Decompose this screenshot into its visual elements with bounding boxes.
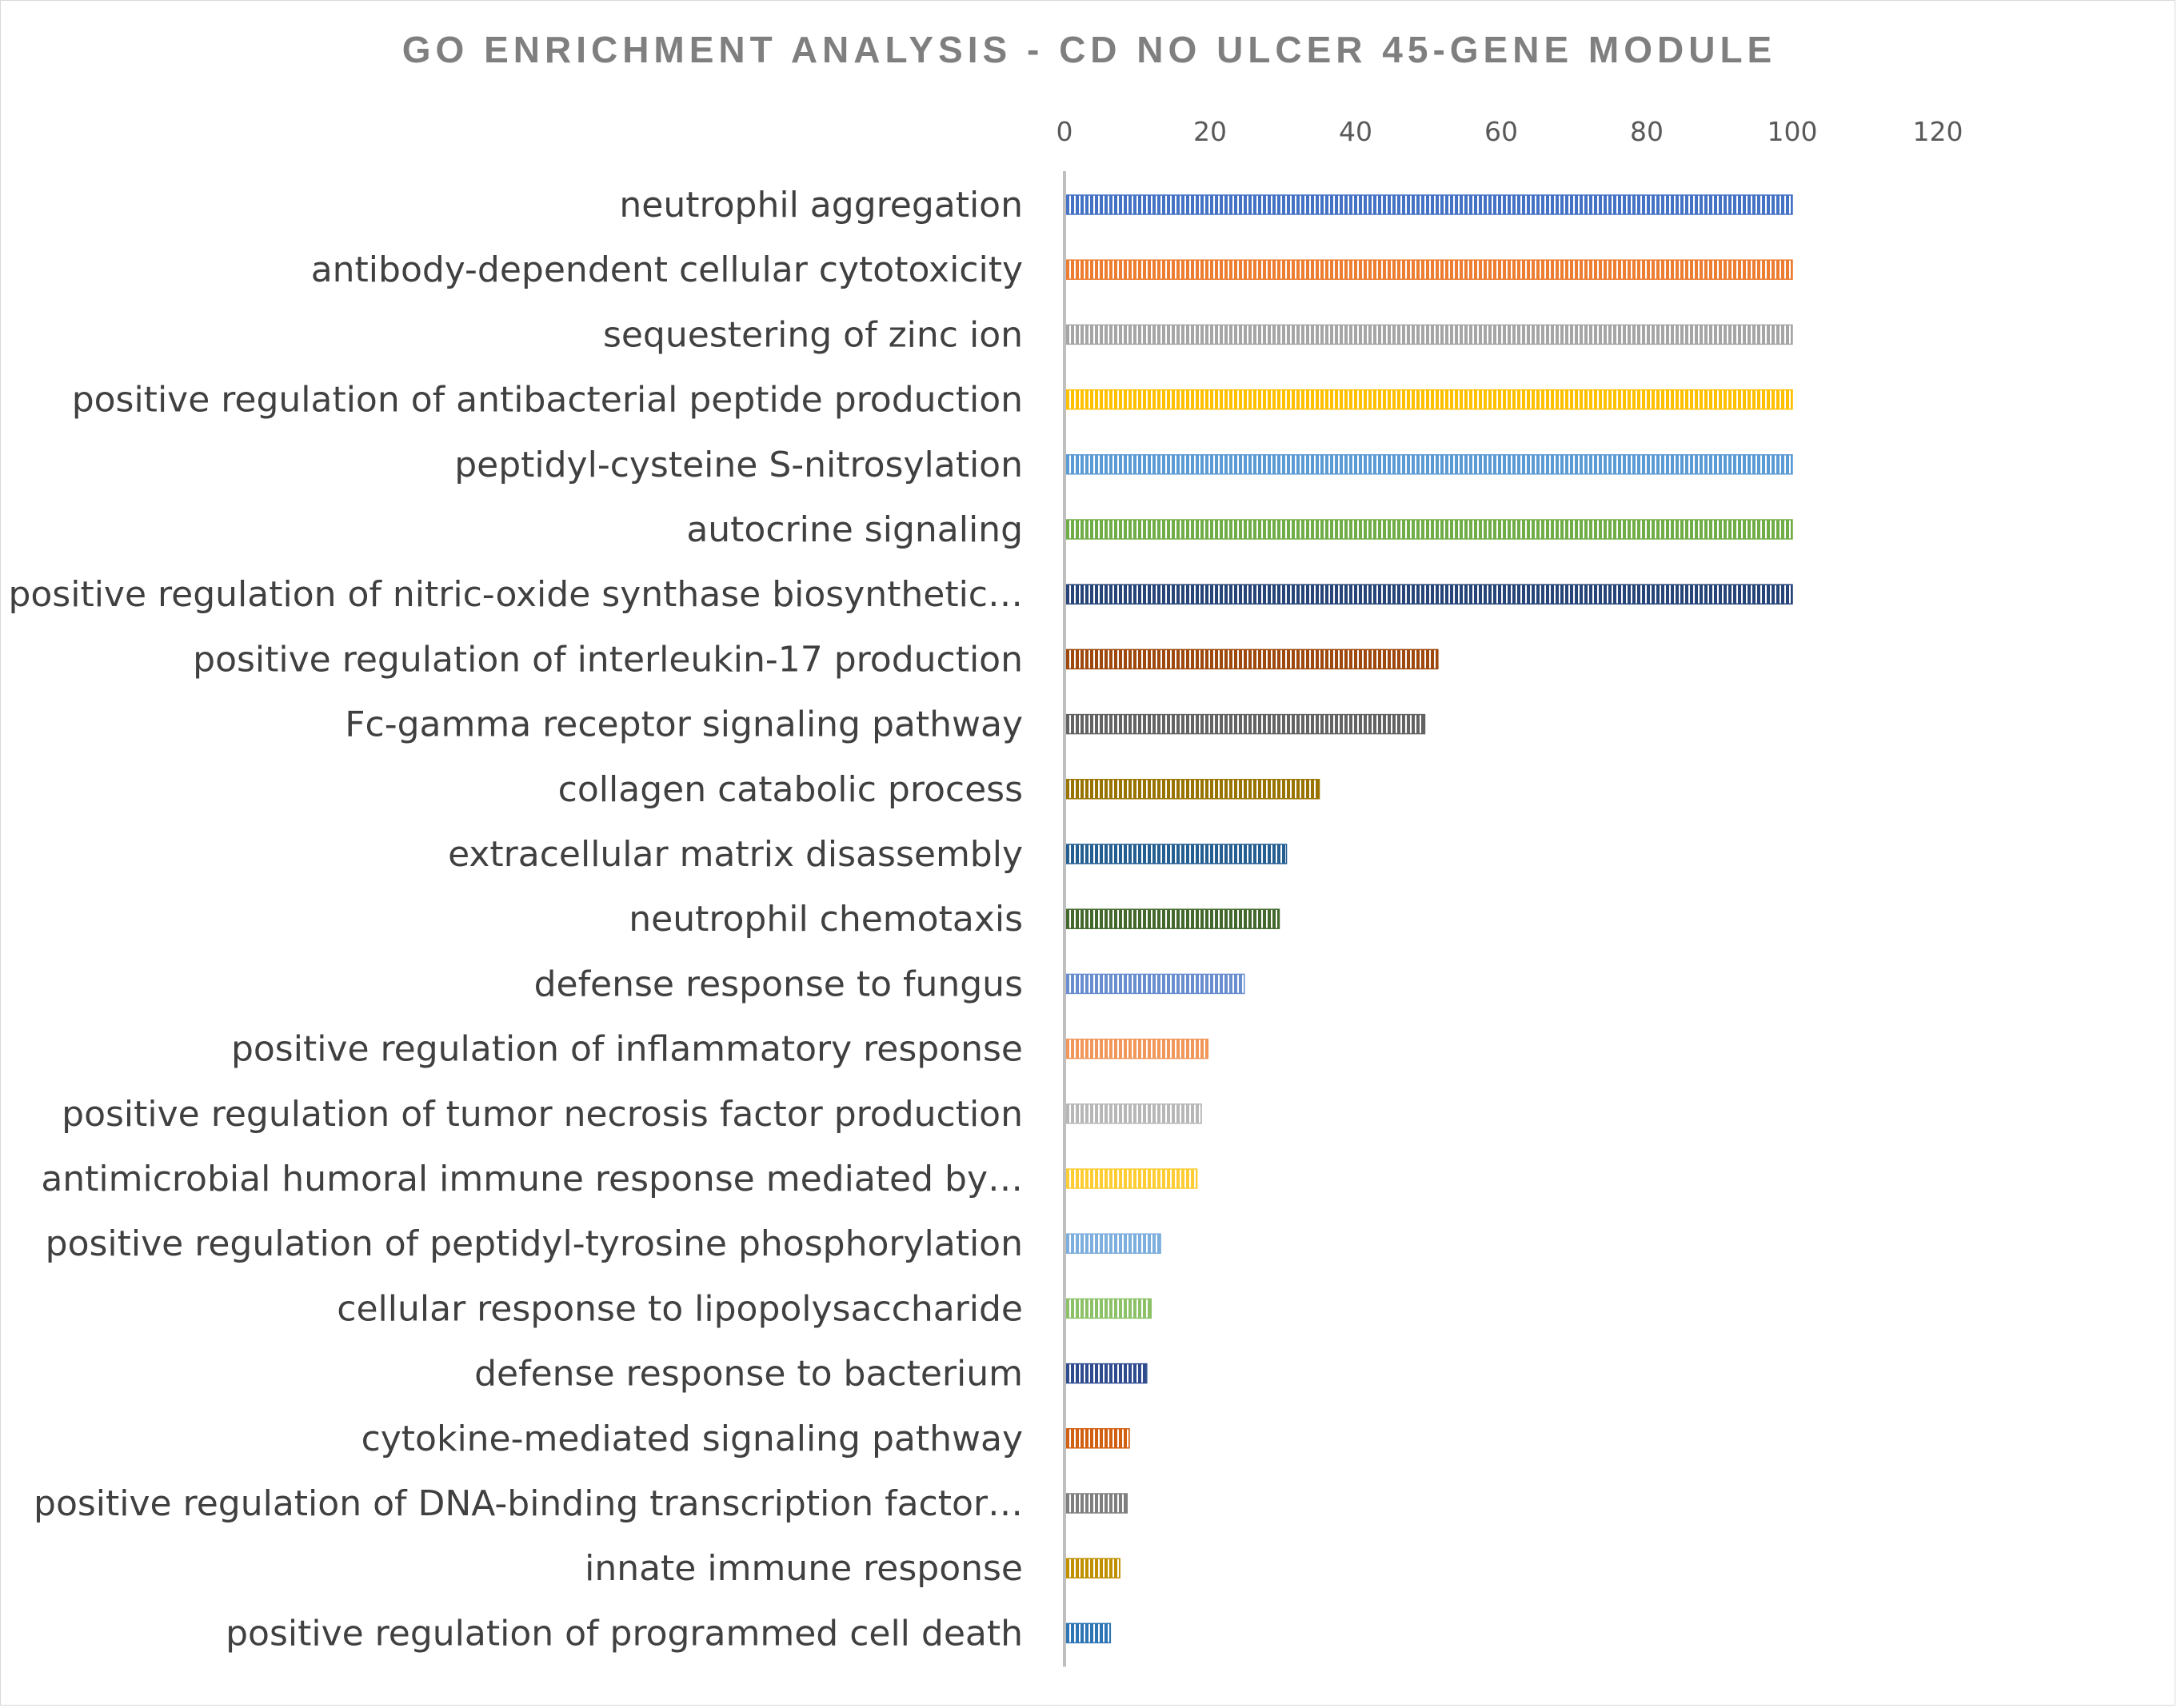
x-tick-label: 100	[1768, 116, 1818, 147]
category-label: neutrophil aggregation	[619, 185, 1023, 225]
bar	[1064, 1558, 1120, 1578]
category-label: defense response to fungus	[534, 964, 1023, 1004]
bar	[1064, 973, 1245, 995]
category-label: neutrophil chemotaxis	[629, 899, 1023, 940]
category-label: autocrine signaling	[686, 509, 1023, 550]
category-label: positive regulation of programmed cell d…	[226, 1613, 1023, 1654]
bar	[1064, 1233, 1161, 1254]
category-label: Fc-gamma receptor signaling pathway	[345, 704, 1023, 745]
bars	[1064, 194, 1793, 1644]
bar	[1064, 454, 1793, 475]
category-label: innate immune response	[585, 1548, 1023, 1589]
category-labels: neutrophil aggregation antibody-dependent…	[8, 185, 1023, 1654]
category-label: sequestering of zinc ion	[603, 314, 1023, 355]
x-tick-label: 40	[1339, 116, 1372, 147]
x-tick-label: 120	[1913, 116, 1963, 147]
category-label: positive regulation of DNA-binding trans…	[34, 1483, 1023, 1524]
bar	[1064, 908, 1280, 929]
category-label: positive regulation of tumor necrosis fa…	[62, 1094, 1023, 1135]
bar	[1064, 1493, 1128, 1514]
category-label: defense response to bacterium	[474, 1354, 1023, 1395]
bar	[1064, 584, 1793, 605]
category-label: positive regulation of antibacterial pep…	[72, 380, 1023, 421]
category-label: antimicrobial humoral immune response me…	[41, 1159, 1023, 1199]
category-label: peptidyl-cysteine S-nitrosylation	[454, 445, 1023, 485]
x-tick-label: 60	[1484, 116, 1518, 147]
bar	[1064, 779, 1320, 800]
bar	[1064, 1428, 1130, 1449]
category-label: antibody-dependent cellular cytotoxicity	[311, 249, 1023, 290]
bar	[1064, 324, 1793, 345]
category-label: positive regulation of peptidyl-tyrosine…	[46, 1223, 1023, 1264]
x-tick-label: 20	[1193, 116, 1227, 147]
bar	[1064, 1038, 1209, 1060]
x-tick-label: 0	[1057, 116, 1073, 147]
bar	[1064, 713, 1426, 735]
x-axis-ticks: 0 20 40 60 80 100 120	[1057, 116, 1963, 147]
bar	[1064, 519, 1793, 540]
bar	[1064, 1168, 1198, 1189]
bar	[1064, 1363, 1148, 1384]
chart-title: GO ENRICHMENT ANALYSIS - CD NO ULCER 45-…	[401, 29, 1777, 70]
bar	[1064, 1622, 1112, 1644]
x-tick-label: 80	[1630, 116, 1664, 147]
bar	[1064, 389, 1793, 410]
bar	[1064, 194, 1793, 215]
bar	[1064, 648, 1439, 670]
bar	[1064, 1298, 1152, 1319]
category-label: positive regulation of inflammatory resp…	[231, 1029, 1023, 1070]
category-label: cellular response to lipopolysaccharide	[337, 1288, 1023, 1329]
category-label: extracellular matrix disassembly	[448, 834, 1023, 875]
category-label: positive regulation of interleukin-17 pr…	[193, 639, 1023, 680]
bar	[1064, 259, 1793, 280]
bar	[1064, 844, 1288, 864]
category-label: collagen catabolic process	[558, 769, 1023, 810]
category-label: cytokine-mediated signaling pathway	[362, 1419, 1023, 1459]
category-label: positive regulation of nitric-oxide synt…	[8, 574, 1023, 615]
bar	[1064, 1103, 1202, 1124]
